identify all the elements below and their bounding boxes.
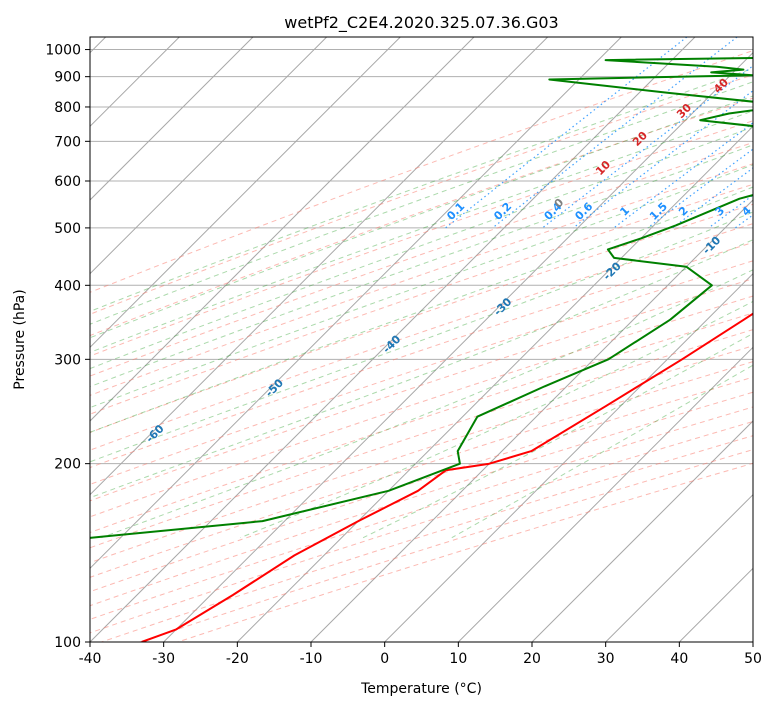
isotherm-line xyxy=(90,37,622,570)
isotherm-line xyxy=(384,272,753,642)
isotherm-line xyxy=(531,420,753,642)
dry-adiabat xyxy=(90,345,753,564)
dewpoint-profile-line xyxy=(90,56,753,539)
moist-adiabat xyxy=(90,211,753,463)
axes-layer: -40 -30 -20 -10 0 10 20 30 40 50 100 200 300 400 500 60… xyxy=(45,43,762,667)
isotherm-line xyxy=(457,346,753,642)
isotherm-line xyxy=(236,125,753,642)
dry-adiabat xyxy=(90,163,753,396)
isotherm-line xyxy=(90,37,401,349)
mixing-ratio-line xyxy=(572,89,753,229)
dry-adiabat xyxy=(90,329,753,549)
y-tick-label: 500 xyxy=(54,221,81,237)
series-layer xyxy=(90,56,753,642)
x-tick-label: 40 xyxy=(670,651,688,667)
y-tick-label: 100 xyxy=(54,635,81,651)
y-tick-label: 800 xyxy=(54,100,81,116)
isopleth-layer xyxy=(90,37,753,642)
x-tick-label: -30 xyxy=(152,651,175,667)
moist-adiabat xyxy=(90,164,753,409)
y-tick-label: 900 xyxy=(54,70,81,86)
dry-adiabat xyxy=(90,391,753,607)
moist-adiabat xyxy=(101,269,753,539)
y-tick-label: 700 xyxy=(54,134,81,150)
moist-adiabat xyxy=(90,144,753,388)
plot-frame xyxy=(89,36,754,643)
dry-adiabat xyxy=(90,241,753,469)
mixing-ratio-line xyxy=(445,37,688,229)
x-tick-label: -20 xyxy=(226,651,249,667)
y-tick-label: 600 xyxy=(54,174,81,190)
y-tick-label: 1000 xyxy=(45,43,81,59)
x-tick-label: 20 xyxy=(523,651,541,667)
isotherm-line xyxy=(605,493,753,642)
moist-adiabat xyxy=(90,186,753,433)
isotherm-line xyxy=(90,37,696,642)
dry-adiabat xyxy=(90,260,753,485)
dry-adiabat xyxy=(90,376,753,593)
mixing-ratio-line xyxy=(647,148,753,229)
grid-layer xyxy=(90,37,753,642)
x-axis-title: Temperature (°C) xyxy=(360,681,482,697)
x-tick-label: 10 xyxy=(449,651,467,667)
dry-adiabat xyxy=(90,142,753,377)
isotherm-line xyxy=(163,51,753,642)
y-tick-label: 300 xyxy=(54,352,81,368)
moist-adiabat xyxy=(90,67,753,312)
dry-adiabat xyxy=(90,183,753,415)
dry-adiabat xyxy=(90,97,753,337)
x-tick-label: 30 xyxy=(597,651,615,667)
isotherm-line xyxy=(90,37,328,275)
temperature-profile-line xyxy=(141,312,753,642)
x-tick-label: -40 xyxy=(79,651,102,667)
x-tick-label: -10 xyxy=(300,651,323,667)
dry-adiabat xyxy=(90,50,753,293)
mixing-ratio-line xyxy=(492,37,738,229)
dry-adiabat xyxy=(90,203,753,433)
y-tick-label: 400 xyxy=(54,278,81,294)
x-tick-label: 0 xyxy=(380,651,389,667)
chart-title: wetPf2_C2E4.2020.325.07.36.G03 xyxy=(284,13,558,33)
y-axis-title: Pressure (hPa) xyxy=(12,289,28,389)
mixing-ratio-line xyxy=(672,167,753,229)
isotherm-line xyxy=(90,37,475,422)
isotherm-line xyxy=(90,37,254,201)
dry-adiabat xyxy=(90,74,753,315)
y-tick-label: 200 xyxy=(54,457,81,473)
isotherm-line xyxy=(90,37,549,496)
dry-adiabat xyxy=(90,295,753,518)
x-tick-label: 50 xyxy=(744,651,762,667)
